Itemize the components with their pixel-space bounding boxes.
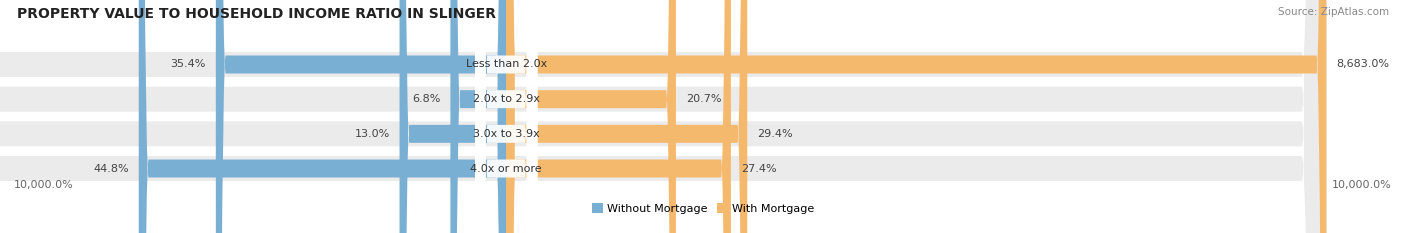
Text: 10,000.0%: 10,000.0%: [14, 180, 73, 190]
FancyBboxPatch shape: [506, 0, 748, 233]
Text: 10,000.0%: 10,000.0%: [1333, 180, 1392, 190]
FancyBboxPatch shape: [475, 0, 537, 233]
FancyBboxPatch shape: [475, 0, 537, 233]
Text: Less than 2.0x: Less than 2.0x: [465, 59, 547, 69]
Text: Source: ZipAtlas.com: Source: ZipAtlas.com: [1278, 7, 1389, 17]
Text: 13.0%: 13.0%: [354, 129, 389, 139]
FancyBboxPatch shape: [399, 0, 506, 233]
FancyBboxPatch shape: [217, 0, 506, 233]
FancyBboxPatch shape: [506, 0, 731, 233]
FancyBboxPatch shape: [0, 0, 1326, 233]
FancyBboxPatch shape: [0, 0, 1326, 233]
FancyBboxPatch shape: [139, 0, 506, 233]
Text: 3.0x to 3.9x: 3.0x to 3.9x: [472, 129, 540, 139]
Text: 27.4%: 27.4%: [741, 164, 776, 174]
Text: 44.8%: 44.8%: [93, 164, 129, 174]
Text: 6.8%: 6.8%: [412, 94, 440, 104]
FancyBboxPatch shape: [506, 0, 676, 233]
Text: PROPERTY VALUE TO HOUSEHOLD INCOME RATIO IN SLINGER: PROPERTY VALUE TO HOUSEHOLD INCOME RATIO…: [17, 7, 496, 21]
FancyBboxPatch shape: [0, 0, 1326, 233]
Text: 35.4%: 35.4%: [170, 59, 207, 69]
FancyBboxPatch shape: [0, 0, 1326, 233]
Text: 29.4%: 29.4%: [758, 129, 793, 139]
Text: 4.0x or more: 4.0x or more: [471, 164, 541, 174]
FancyBboxPatch shape: [475, 0, 537, 233]
FancyBboxPatch shape: [475, 0, 537, 233]
FancyBboxPatch shape: [506, 0, 1326, 233]
Legend: Without Mortgage, With Mortgage: Without Mortgage, With Mortgage: [588, 199, 818, 218]
Text: 2.0x to 2.9x: 2.0x to 2.9x: [472, 94, 540, 104]
FancyBboxPatch shape: [450, 0, 506, 233]
Text: 20.7%: 20.7%: [686, 94, 721, 104]
Text: 8,683.0%: 8,683.0%: [1336, 59, 1389, 69]
